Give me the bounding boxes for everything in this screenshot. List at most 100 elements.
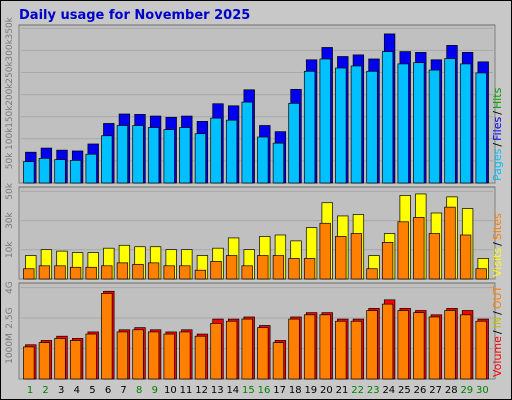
bar-out [413,312,425,380]
day-label: 27 [429,385,442,396]
bar-out [241,318,253,380]
legend-entry: Volume [491,336,504,377]
day-label: 29 [460,385,473,396]
chart-panel-middle: 10k 30k 50k Visits / Sites [5,182,504,280]
bar-out [459,314,472,380]
day-label: 14 [226,385,239,396]
bar-pages [179,127,191,184]
bar-out [366,310,378,380]
bar-sites [241,265,253,280]
bar-out [288,318,300,380]
bar-out [179,331,191,380]
bar-sites [350,233,363,280]
chart-panel-bottom: 1000M 2.5G 4G Volume / IN / OUT [5,281,504,380]
day-label: 21 [336,385,349,396]
legend-entry: IN [491,317,504,328]
bar-pages [241,101,253,184]
legend-top: Pages/Files/Hits [491,87,504,181]
bar-sites [381,241,394,280]
day-label: 28 [445,385,458,396]
bar-sites [54,265,66,280]
day-label: 5 [89,385,95,396]
bar-pages [257,136,269,184]
bar-sites [319,222,331,280]
bar-out [444,310,456,380]
day-label: 1 [27,385,33,396]
bar-pages [459,63,472,184]
bar-out [54,337,66,380]
day-label: 9 [152,385,158,396]
bar-sites [272,255,285,280]
bar-sites [413,217,425,280]
bar-sites [38,265,51,280]
chart-panel-top: 50k100k150k200k250k300k350kPages/Files/H… [5,16,504,184]
day-label: 18 [289,385,302,396]
legend-entry: / [491,111,504,115]
bar-pages [319,58,331,184]
bar-sites [257,255,269,280]
bar-out [85,333,97,380]
bar-out [381,303,394,380]
y-tick-label: 300k [5,38,15,61]
legend-bottom: Volume / IN / OUT [491,285,504,377]
bar-sites [428,233,441,280]
bar-sites [210,261,222,280]
y-tick-label: 10k [5,241,15,258]
day-label: 16 [258,385,271,396]
y-tick-label: 150k [5,105,15,128]
y-tick-label: 1000M [5,333,15,364]
y-tick-label: 30k [5,211,15,228]
bar-pages [272,142,285,184]
legend-entry: OUT [491,285,504,309]
bar-out [272,342,285,380]
bar-sites [69,266,82,280]
day-label: 8 [136,385,142,396]
bar-out [132,329,144,380]
bar-out [69,340,82,380]
bar-sites [179,265,191,280]
bar-sites [366,268,378,280]
bar-out [23,346,35,380]
bar-out [225,320,238,380]
bar-sites [475,268,487,280]
bar-sites [147,262,160,280]
bar-sites [303,258,316,280]
bar-pages [397,63,409,184]
bar-pages [132,125,144,184]
y-tick-label: 2.5G [5,307,15,328]
bar-pages [85,153,97,184]
legend-entry: Files [491,116,504,140]
day-label: 7 [120,385,126,396]
bar-out [163,333,175,380]
y-tick-label: 350k [5,16,15,39]
bar-out [257,327,269,380]
bar-pages [147,127,160,184]
day-label: 3 [58,385,64,396]
bar-pages [475,72,487,184]
bar-sites [163,265,175,280]
bar-pages [194,133,207,184]
legend-entry: Pages [491,148,504,181]
bar-out [335,320,347,380]
legend-entry: Visits [491,248,504,277]
day-label: 26 [414,385,427,396]
bar-pages [428,69,441,184]
y-tick-label: 250k [5,61,15,84]
bar-sites [23,268,35,280]
bar-out [397,310,409,380]
bar-sites [101,265,113,280]
day-label: 15 [242,385,255,396]
day-label: 20 [320,385,333,396]
legend-middle: Visits / Sites [491,213,504,277]
day-label: 6 [105,385,111,396]
bar-out [116,331,129,380]
day-label: 11 [180,385,193,396]
bar-sites [85,266,97,280]
bar-pages [210,117,222,184]
bar-pages [101,135,113,184]
legend-entry: / [491,143,504,147]
day-label: 12 [195,385,208,396]
chart-title: Daily usage for November 2025 [19,8,250,23]
